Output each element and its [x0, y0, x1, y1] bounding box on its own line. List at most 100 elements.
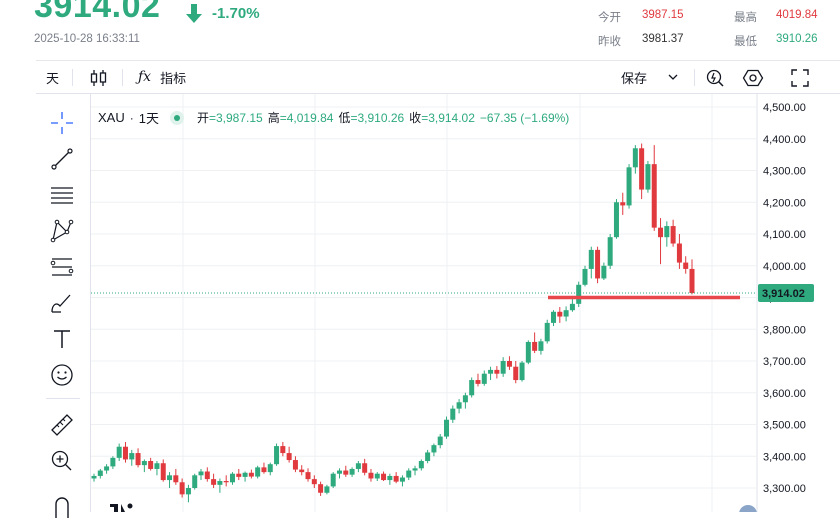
brush-icon[interactable] [49, 290, 75, 316]
legend-close-label: 收 [409, 111, 422, 125]
low-value: 3910.26 [776, 33, 818, 45]
candle [330, 472, 336, 488]
candle-body [393, 475, 399, 482]
candle [620, 192, 626, 215]
quick-search-icon[interactable] [704, 67, 726, 89]
candle-body [343, 470, 349, 475]
ruler-icon[interactable] [49, 412, 75, 438]
candle-body [406, 470, 412, 478]
interval-button[interactable]: 天 [46, 61, 59, 93]
legend-high-label: 高 [267, 111, 280, 125]
candle [217, 478, 223, 493]
zoom-in-icon[interactable] [49, 448, 75, 474]
fullscreen-icon[interactable] [789, 67, 811, 89]
candle [242, 471, 248, 482]
candle-body [607, 237, 613, 266]
candle-body [286, 453, 292, 461]
change-percent: -1.70% [212, 5, 260, 22]
legend-interval[interactable]: 1天 [138, 111, 159, 126]
candle-body [91, 475, 97, 479]
settings-icon[interactable] [742, 67, 764, 89]
legend-high: =4,019.84 [279, 111, 334, 125]
y-tick-label: 3,600.00 [763, 388, 806, 400]
candle-body [242, 472, 248, 477]
candle-body [689, 268, 695, 294]
save-button[interactable]: 保存 [621, 61, 679, 93]
text-tool-icon[interactable] [49, 326, 75, 352]
candle [261, 462, 267, 474]
candle-body [645, 164, 651, 190]
candle [582, 265, 588, 287]
candle-body [267, 464, 273, 473]
candle-body [519, 362, 525, 381]
legend-low: =3,910.26 [350, 111, 405, 125]
interval-label: 天 [46, 70, 60, 86]
candle-body [488, 369, 494, 374]
candle [444, 416, 450, 439]
crosshair-icon[interactable] [49, 110, 75, 136]
candle-body [557, 311, 563, 317]
candle-body [513, 366, 519, 381]
candle-body [425, 452, 431, 462]
candle [406, 468, 412, 481]
candle-body [658, 227, 664, 238]
y-tick-label: 4,000.00 [763, 261, 806, 273]
candle-body [204, 471, 210, 480]
emoji-icon[interactable] [49, 362, 75, 388]
fib-retracement-icon[interactable] [49, 182, 75, 208]
quote-timestamp: 2025-10-28 16:33:11 [34, 33, 140, 45]
legend-open: =3,987.15 [208, 111, 263, 125]
candle-body [412, 468, 418, 471]
candle [538, 338, 544, 355]
high-value: 4019.84 [776, 9, 818, 21]
candle [658, 218, 664, 265]
candle [639, 143, 645, 200]
candle-body [676, 243, 682, 263]
candle [651, 145, 657, 231]
candle [179, 478, 185, 498]
candle-body [148, 461, 154, 469]
legend-symbol[interactable]: XAU [98, 110, 125, 125]
candle [387, 473, 393, 485]
trend-line-icon[interactable] [49, 146, 75, 172]
candle-body [525, 341, 531, 363]
candle-body [280, 446, 286, 454]
candle-body [261, 467, 267, 473]
candle-body [167, 475, 173, 481]
candle-body [122, 446, 128, 460]
scroll-indicator [739, 505, 757, 512]
candle-body [544, 322, 550, 342]
indicators-label: 指标 [160, 70, 187, 86]
market-status-icon [169, 110, 184, 125]
candlestick-type-icon[interactable] [88, 67, 110, 89]
candle-body [355, 463, 361, 469]
legend-separator-dot: · [129, 110, 134, 125]
candle-body [229, 473, 235, 483]
candle-body [223, 481, 229, 483]
legend-change: −67.35 (−1.69%) [479, 110, 570, 125]
candle-body [274, 446, 280, 465]
candle [456, 399, 462, 414]
tools-divider [46, 398, 80, 399]
candle-body [110, 457, 116, 467]
candle [318, 481, 324, 496]
candle-body [588, 249, 594, 269]
candle-body [664, 226, 670, 238]
legend-low-label: 低 [338, 111, 351, 125]
candle [299, 465, 305, 476]
magnet-icon[interactable] [49, 492, 75, 518]
candle [576, 281, 582, 308]
candle [431, 443, 437, 457]
candle [192, 473, 198, 490]
chart-frame [36, 93, 840, 513]
candle [613, 199, 619, 239]
pattern-icon[interactable] [49, 218, 75, 244]
candle [488, 366, 494, 381]
candle [135, 448, 141, 468]
candle-body [248, 472, 254, 477]
candle [626, 164, 632, 209]
indicators-button[interactable]: ƒx 指标 [138, 61, 186, 93]
low-label: 最低 [734, 36, 757, 48]
forecast-icon[interactable] [49, 254, 75, 280]
